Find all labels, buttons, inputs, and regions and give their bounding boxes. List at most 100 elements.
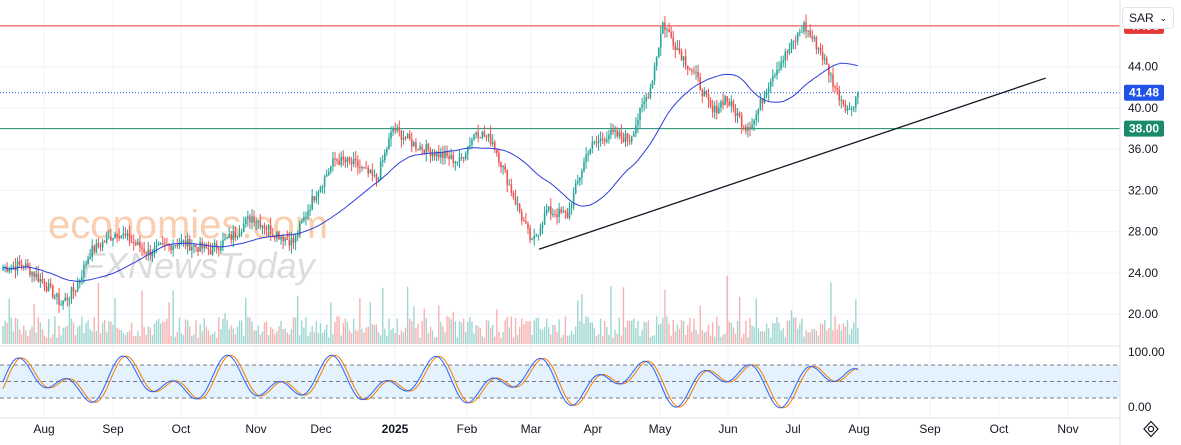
candle-body [790,41,793,49]
volume-bar [614,329,616,344]
volume-bar [421,321,423,344]
candle-body [346,158,349,163]
candle-body [259,221,262,228]
candle-body [137,241,139,245]
volume-bar [153,323,156,344]
volume-bar [423,308,425,344]
candle-body [718,107,720,114]
volume-bar [794,317,797,344]
volume-bar [697,333,699,344]
volume-bar [126,331,129,344]
volume-bar [699,305,701,344]
volume-bar [346,322,349,344]
candle-body [442,152,444,159]
candle-body [639,107,641,121]
volume-bar [191,335,193,344]
candle-body [392,128,394,132]
candle-body [388,138,390,150]
candle-body [91,245,94,258]
candle-body [601,138,604,140]
volume-bar [838,324,840,344]
volume-bar [626,320,629,344]
candle-body [684,56,687,66]
candle-body [126,233,129,236]
volume-bar [850,328,853,344]
volume-bar [660,323,662,344]
candle-body [572,193,575,207]
time-tick-label: Sep [102,422,124,436]
volume-bar [323,329,326,344]
time-tick-label: Aug [848,422,869,436]
volume-bar [755,298,757,344]
candle-body [213,243,216,246]
candle-body [819,48,822,53]
volume-bar [612,337,614,344]
candle-body [761,99,764,104]
candle-body [475,132,477,135]
time-tick-label: 2025 [382,422,409,436]
volume-bar [753,327,755,344]
candle-body [711,105,714,113]
volume-bar [29,329,31,344]
volume-bar [469,316,471,344]
volume-bar [33,304,35,344]
volume-bar [668,323,670,344]
candle-body [558,208,560,218]
time-tick-label: Nov [245,422,266,436]
volume-bar [730,322,733,344]
volume-bar [160,323,162,344]
candle-body [778,69,780,71]
volume-bar [238,320,241,344]
candle-body [81,276,83,281]
candle-body [193,244,195,247]
volume-bar [58,325,60,344]
volume-bar [245,297,247,344]
candle-body [574,183,577,194]
volume-bar [357,330,359,344]
volume-bar [85,323,87,344]
volume-bar [406,286,409,344]
volume-bar [394,333,396,344]
volume-bar [342,323,344,344]
volume-bar [178,317,181,344]
gear-icon[interactable] [1142,420,1160,438]
volume-bar [336,316,338,344]
candle-body [512,192,515,198]
candle-body [197,247,199,252]
candle-body [606,139,608,142]
volume-bar [332,334,334,344]
candle-body [226,237,228,239]
volume-bar [649,337,652,344]
candle-body [722,101,724,106]
volume-bar [93,317,95,344]
volume-bar [319,323,322,344]
volume-bar [301,320,303,344]
candle-body [591,142,594,149]
candle-body [599,138,602,142]
candle-body [315,196,318,201]
volume-bar [226,319,228,344]
candle-body [587,153,589,156]
volume-bar [456,337,459,344]
candle-body [224,238,226,240]
volume-bar [485,320,488,344]
time-tick-label: Apr [584,422,603,436]
candle-body [60,304,62,306]
candle-body [423,149,426,154]
candle-body [836,87,838,90]
volume-bar [570,331,573,344]
volume-bar [531,335,533,344]
candle-body [473,134,475,140]
candle-body [66,297,69,300]
volume-bar [16,318,19,344]
volume-bar [624,327,627,344]
volume-bar [334,322,336,344]
volume-bar [828,328,830,344]
currency-selector[interactable]: SAR ⌄ [1122,7,1174,29]
candle-body [182,240,185,242]
trendline[interactable] [538,77,1046,250]
volume-bar [703,332,706,344]
volume-bar [20,334,23,344]
volume-bar [116,327,118,344]
